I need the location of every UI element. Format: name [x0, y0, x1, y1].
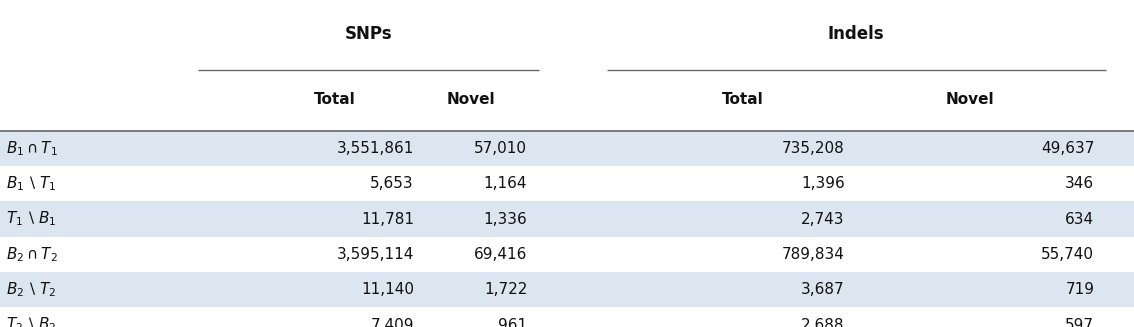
Text: 346: 346: [1065, 176, 1094, 191]
Text: 2,688: 2,688: [802, 318, 845, 327]
Text: $\mathit{B}_{2}\cap \mathit{T}_{2}$: $\mathit{B}_{2}\cap \mathit{T}_{2}$: [6, 245, 58, 264]
Text: 2,743: 2,743: [802, 212, 845, 227]
Text: $\mathit{B}_{1}\cap \mathit{T}_{1}$: $\mathit{B}_{1}\cap \mathit{T}_{1}$: [6, 139, 58, 158]
Text: Total: Total: [314, 92, 355, 107]
Text: $\mathit{B}_{1}\setminus \mathit{T}_{1}$: $\mathit{B}_{1}\setminus \mathit{T}_{1}$: [6, 174, 56, 193]
Text: 7,409: 7,409: [371, 318, 414, 327]
Text: 5,653: 5,653: [371, 176, 414, 191]
Text: 3,595,114: 3,595,114: [337, 247, 414, 262]
Text: 11,140: 11,140: [361, 282, 414, 297]
Text: 719: 719: [1065, 282, 1094, 297]
Text: 1,722: 1,722: [484, 282, 527, 297]
Text: 735,208: 735,208: [782, 141, 845, 156]
Text: 3,551,861: 3,551,861: [337, 141, 414, 156]
Text: 1,164: 1,164: [484, 176, 527, 191]
Text: Indels: Indels: [828, 25, 885, 43]
Text: 1,336: 1,336: [483, 212, 527, 227]
Text: 57,010: 57,010: [474, 141, 527, 156]
Bar: [0, 307, 1134, 327]
Bar: [0, 166, 1134, 201]
Text: 49,637: 49,637: [1041, 141, 1094, 156]
Text: $\mathit{T}_{2}\setminus \mathit{B}_{2}$: $\mathit{T}_{2}\setminus \mathit{B}_{2}$: [6, 316, 56, 327]
Bar: [0, 131, 1134, 166]
Text: 961: 961: [498, 318, 527, 327]
Text: SNPs: SNPs: [345, 25, 392, 43]
Text: Novel: Novel: [946, 92, 993, 107]
Bar: [0, 237, 1134, 272]
Text: $\mathit{T}_{1}\setminus \mathit{B}_{1}$: $\mathit{T}_{1}\setminus \mathit{B}_{1}$: [6, 210, 56, 229]
Text: 3,687: 3,687: [802, 282, 845, 297]
Text: 69,416: 69,416: [474, 247, 527, 262]
Text: 597: 597: [1065, 318, 1094, 327]
Text: 55,740: 55,740: [1041, 247, 1094, 262]
Text: 1,396: 1,396: [801, 176, 845, 191]
Text: 11,781: 11,781: [361, 212, 414, 227]
Text: Total: Total: [722, 92, 763, 107]
Text: Novel: Novel: [447, 92, 494, 107]
Text: 789,834: 789,834: [782, 247, 845, 262]
Text: 634: 634: [1065, 212, 1094, 227]
Bar: [0, 272, 1134, 307]
Bar: [0, 201, 1134, 237]
Text: $\mathit{B}_{2}\setminus \mathit{T}_{2}$: $\mathit{B}_{2}\setminus \mathit{T}_{2}$: [6, 280, 56, 299]
